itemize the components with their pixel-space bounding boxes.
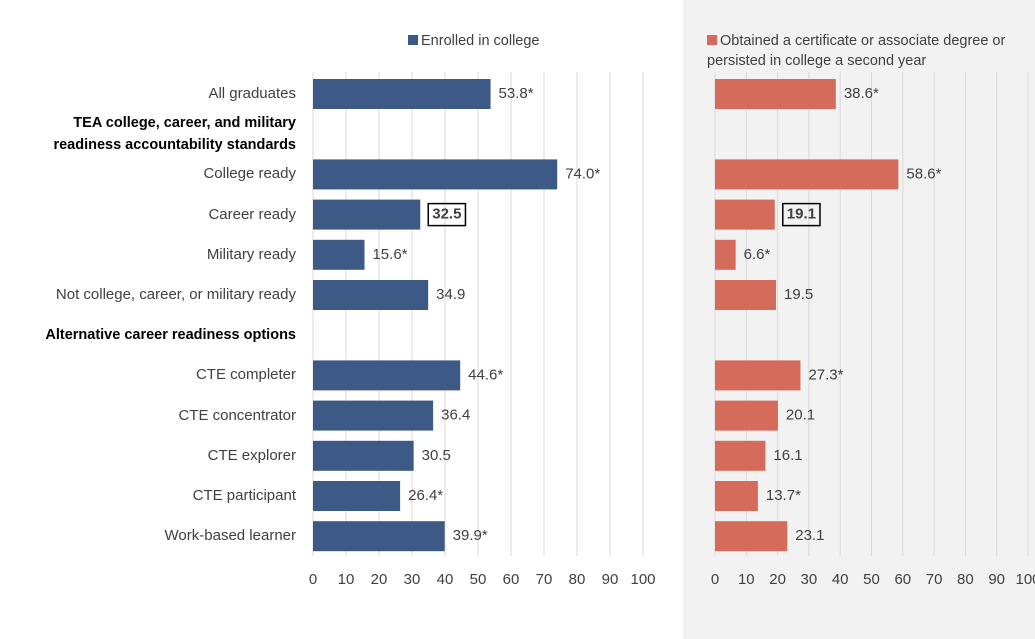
x-tick-label: 100 bbox=[630, 571, 655, 588]
bar bbox=[715, 440, 766, 471]
x-tick-label: 30 bbox=[404, 571, 421, 588]
category-label: Work-based learner bbox=[164, 527, 296, 545]
bar bbox=[313, 79, 491, 109]
bar bbox=[715, 360, 801, 391]
category-label: CTE participant bbox=[192, 487, 296, 504]
data-label: 30.5 bbox=[422, 447, 451, 464]
x-tick-label: 10 bbox=[338, 571, 355, 588]
data-label: 13.7* bbox=[766, 487, 801, 504]
x-tick-label: 90 bbox=[988, 571, 1005, 588]
data-label: 15.6* bbox=[372, 246, 407, 263]
x-tick-label: 20 bbox=[371, 571, 388, 588]
bar bbox=[313, 521, 445, 552]
x-tick-label: 60 bbox=[503, 571, 520, 588]
category-label: College ready bbox=[203, 165, 296, 183]
x-tick-label: 10 bbox=[738, 571, 755, 588]
data-label: 44.6* bbox=[468, 366, 503, 383]
bar bbox=[313, 481, 401, 511]
data-label: 32.5 bbox=[432, 206, 461, 223]
data-label: 23.1 bbox=[795, 527, 824, 544]
bar bbox=[715, 280, 777, 310]
data-label: 74.0* bbox=[565, 165, 600, 182]
data-label: 27.3* bbox=[808, 366, 843, 383]
data-label: 39.9* bbox=[453, 527, 488, 544]
x-tick-label: 100 bbox=[1015, 571, 1035, 588]
data-label: 36.4 bbox=[441, 407, 470, 424]
category-label: All graduates bbox=[208, 85, 296, 102]
group-header: TEA college, career, and military readin… bbox=[53, 115, 296, 154]
legend: Enrolled in college bbox=[408, 31, 608, 51]
x-tick-label: 0 bbox=[711, 571, 719, 588]
group-header: Alternative career readiness options bbox=[45, 327, 296, 344]
bar bbox=[715, 79, 836, 109]
legend-swatch bbox=[707, 35, 717, 45]
x-tick-label: 70 bbox=[926, 571, 943, 588]
legend-label: Obtained a certificate or associate degr… bbox=[707, 33, 1006, 69]
x-tick-label: 80 bbox=[957, 571, 974, 588]
x-tick-label: 40 bbox=[437, 571, 454, 588]
x-tick-label: 60 bbox=[894, 571, 911, 588]
x-tick-label: 20 bbox=[769, 571, 786, 588]
highlight-box bbox=[782, 202, 821, 227]
bar bbox=[715, 159, 899, 190]
bar bbox=[313, 360, 461, 391]
bar bbox=[715, 239, 736, 270]
bar bbox=[313, 159, 558, 190]
legend-swatch bbox=[408, 35, 418, 45]
category-label: Career ready bbox=[208, 205, 296, 223]
data-label: 53.8* bbox=[499, 85, 534, 102]
legend-label: Enrolled in college bbox=[421, 33, 540, 49]
bar bbox=[715, 199, 775, 230]
data-label: 19.5 bbox=[784, 286, 813, 303]
legend: Obtained a certificate or associate degr… bbox=[707, 31, 1035, 71]
x-tick-label: 40 bbox=[832, 571, 849, 588]
bar bbox=[313, 280, 429, 310]
bar bbox=[313, 239, 365, 270]
data-label: 19.1 bbox=[787, 206, 816, 223]
data-label: 20.1 bbox=[786, 407, 815, 424]
bar bbox=[715, 400, 778, 431]
data-label: 26.4* bbox=[408, 487, 443, 504]
data-label: 16.1 bbox=[773, 447, 802, 464]
x-tick-label: 90 bbox=[602, 571, 619, 588]
category-label: Military ready bbox=[206, 245, 296, 263]
data-label: 38.6* bbox=[844, 85, 879, 102]
x-tick-label: 0 bbox=[309, 571, 317, 588]
category-label: CTE concentrator bbox=[178, 406, 296, 424]
bar bbox=[313, 199, 421, 230]
x-tick-label: 50 bbox=[863, 571, 880, 588]
x-tick-label: 80 bbox=[569, 571, 586, 588]
data-label: 58.6* bbox=[906, 165, 941, 182]
bar bbox=[715, 481, 758, 511]
bar bbox=[715, 521, 788, 552]
x-tick-label: 50 bbox=[470, 571, 487, 588]
highlight-box bbox=[427, 202, 467, 227]
bar bbox=[313, 400, 434, 431]
category-label: CTE explorer bbox=[207, 446, 296, 464]
data-label: 6.6* bbox=[744, 246, 771, 263]
data-label: 34.9 bbox=[436, 286, 465, 303]
category-label: CTE completer bbox=[195, 366, 296, 384]
bar bbox=[313, 440, 414, 471]
x-tick-label: 30 bbox=[801, 571, 818, 588]
category-label: Not college, career, or military ready bbox=[55, 286, 296, 303]
x-tick-label: 70 bbox=[536, 571, 553, 588]
